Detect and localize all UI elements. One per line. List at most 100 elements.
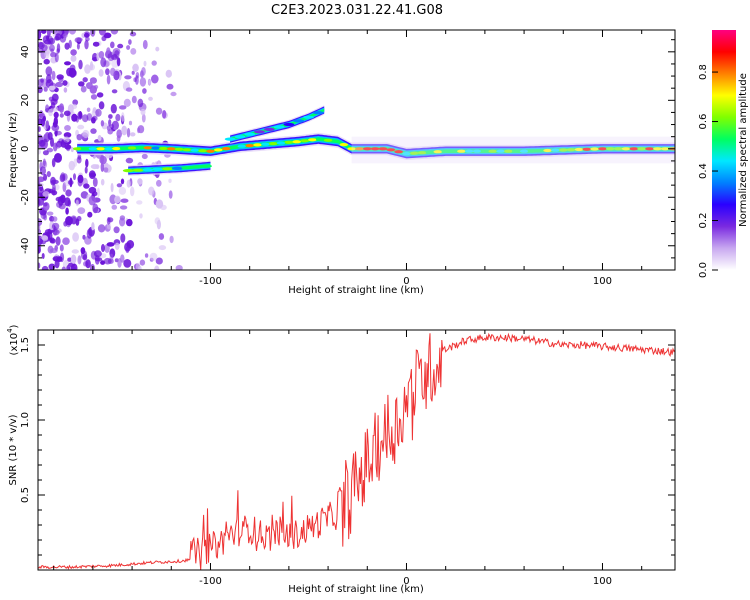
noise-speckle (59, 252, 65, 263)
noise-speckle (103, 257, 112, 265)
noise-speckle (92, 177, 98, 187)
noise-speckle (106, 217, 111, 225)
noise-speckle (80, 247, 86, 255)
noise-speckle (53, 111, 59, 119)
noise-speckle (175, 265, 183, 270)
noise-speckle (90, 164, 99, 170)
noise-speckle (71, 216, 77, 225)
noise-speckle (38, 262, 41, 269)
snr-xtick-label: 100 (593, 576, 612, 587)
main-trace-hotspot (433, 150, 443, 154)
noise-speckle (137, 265, 142, 270)
noise-speckle (158, 245, 167, 251)
noise-speckle (120, 198, 129, 203)
noise-speckle (100, 120, 105, 127)
noise-speckle (70, 55, 77, 62)
snr-ticks: -100 0 100 0.5 1.0 1.5 (20, 330, 675, 587)
noise-speckle (119, 217, 126, 227)
noise-speckle (155, 107, 163, 115)
noise-speckle (131, 95, 137, 104)
lower-trace-hotspot (152, 167, 164, 171)
noise-speckle (58, 103, 65, 113)
lower-trace-hotspot (122, 169, 134, 173)
lower-trace-hotspot (201, 164, 213, 168)
noise-speckle (120, 178, 125, 185)
main-trace-hotspot (527, 149, 537, 153)
noise-speckle (77, 174, 84, 184)
upper-trace-hotspot (303, 115, 314, 119)
noise-speckle (55, 33, 62, 41)
noise-speckle (95, 108, 102, 117)
main-trace-hotspot (182, 148, 192, 152)
noise-speckle (53, 122, 58, 128)
main-trace-hotspot (190, 148, 200, 152)
noise-speckle (154, 217, 161, 225)
main-trace-hotspot (135, 146, 145, 150)
upper-trace-hotspot (244, 132, 256, 136)
noise-speckle (148, 96, 153, 101)
noise-speckle (120, 233, 126, 243)
noise-speckle (132, 65, 139, 70)
upper-trace-hotspot (312, 111, 324, 115)
main-trace-hotspot (88, 147, 98, 151)
noise-speckle (54, 153, 62, 163)
main-trace-hotspot (268, 142, 278, 146)
main-trace-hotspot (551, 148, 560, 152)
noise-speckle (140, 70, 144, 78)
noise-speckle (124, 242, 132, 252)
noise-speckle (141, 153, 148, 160)
main-trace-hotspot (629, 147, 639, 151)
lower-trace-hotspot (181, 166, 193, 170)
noise-speckle (91, 115, 98, 122)
noise-speckle (116, 129, 122, 139)
noise-speckle (62, 237, 70, 245)
noise-speckle (166, 83, 174, 90)
noise-speckle (41, 235, 49, 241)
noise-speckle (106, 47, 111, 55)
noise-speckle (38, 139, 46, 147)
noise-speckle (70, 146, 74, 153)
noise-speckle (48, 85, 56, 91)
main-trace-hotspot (621, 147, 631, 151)
svg-text:(x104): (x104) (6, 324, 20, 355)
noise-speckle (106, 74, 111, 85)
noise-speckle (85, 158, 89, 168)
spectrogram-marks (38, 30, 675, 270)
main-trace-hotspot (331, 139, 341, 143)
snr-marks (38, 332, 675, 570)
noise-speckle (51, 222, 60, 230)
noise-speckle (42, 115, 46, 122)
noise-speckle (100, 178, 105, 186)
main-trace-hotspot (292, 140, 302, 144)
main-trace-hotspot (559, 148, 568, 152)
noise-speckle (40, 78, 44, 83)
noise-speckle (116, 183, 123, 188)
noise-speckle (57, 76, 64, 83)
noise-speckle (64, 125, 71, 131)
noise-speckle (114, 242, 120, 250)
noise-speckle (148, 186, 155, 196)
noise-speckle (72, 232, 79, 242)
noise-speckle (41, 265, 49, 270)
spec-ytick-label: 0 (20, 146, 31, 152)
noise-speckle (59, 174, 66, 183)
noise-speckle (126, 179, 131, 188)
figure-title: C2E3.2023.031.22.41.G08 (271, 3, 443, 18)
main-trace-hotspot (472, 149, 482, 153)
main-trace-hotspot (151, 146, 160, 150)
noise-speckle (93, 250, 102, 258)
noise-speckle (96, 187, 100, 198)
noise-speckle (130, 186, 135, 197)
noise-speckle (110, 41, 115, 49)
main-trace-hotspot (80, 147, 90, 151)
noise-speckle (65, 189, 72, 197)
noise-speckle (75, 199, 79, 207)
noise-speckle (117, 43, 124, 49)
main-trace-hotspot (119, 146, 129, 150)
main-trace-hotspot (535, 149, 545, 153)
noise-speckle (144, 253, 149, 258)
main-trace-hotspot (449, 149, 458, 153)
noise-speckle (96, 92, 104, 98)
lower-trace-hotspot (132, 168, 144, 172)
noise-speckle (160, 204, 167, 211)
